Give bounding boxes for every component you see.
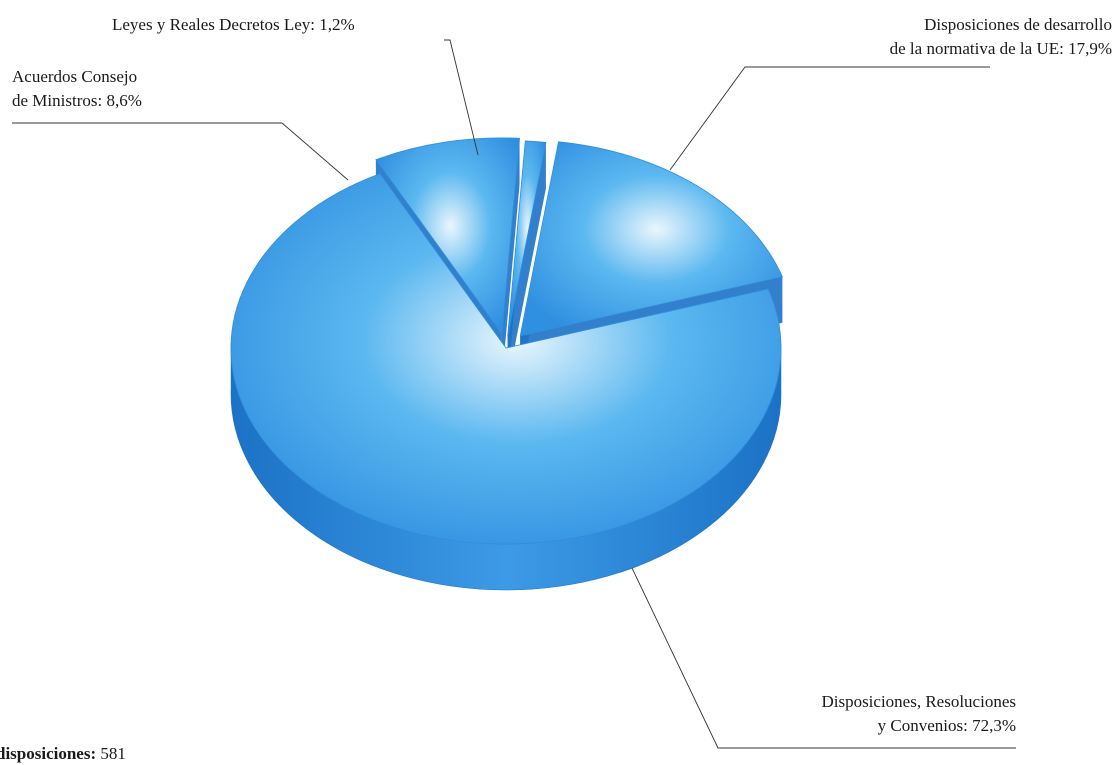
slice-label-0: Disposiciones de desarrollo de la normati… [890,15,1112,58]
slice-label-3-line-0: Leyes y Reales Decretos Ley: 1,2% [112,15,355,34]
total-value: 581 [100,744,126,763]
total-dispositions: disposiciones: 581 [0,744,126,764]
pie-tops [231,138,782,544]
slice-label-1: Disposiciones, Resoluciones y Convenios: … [821,692,1016,735]
slice-label-1-line-1: y Convenios: 72,3% [878,716,1016,735]
slice-label-0-line-1: de la normativa de la UE: 17,9% [890,39,1112,58]
leader-line-3 [444,40,478,155]
leader-line-0 [670,67,990,170]
total-label: disposiciones: [0,744,96,763]
slice-label-2: Acuerdos Consejo de Ministros: 8,6% [12,67,142,110]
slice-label-2-line-0: Acuerdos Consejo [12,67,137,86]
slice-label-3: Leyes y Reales Decretos Ley: 1,2% [112,15,355,34]
slice-label-0-line-0: Disposiciones de desarrollo [924,15,1112,34]
leader-line-2 [12,123,348,180]
slice-label-1-line-0: Disposiciones, Resoluciones [821,692,1016,711]
slice-label-2-line-1: de Ministros: 8,6% [12,91,142,110]
